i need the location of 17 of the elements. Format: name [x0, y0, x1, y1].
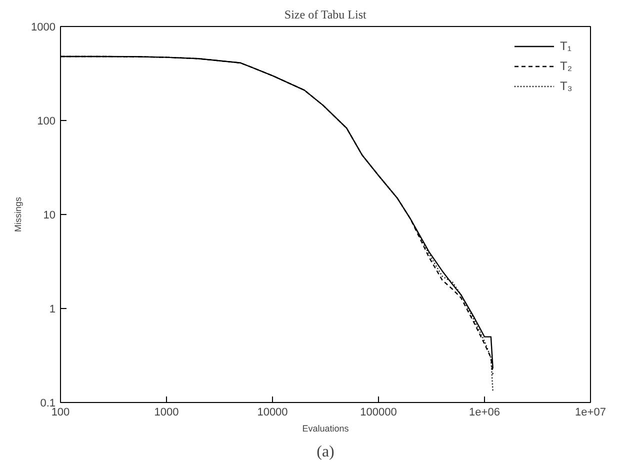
y-axis-title: Missings: [13, 196, 24, 232]
legend-label: T₁: [560, 39, 572, 53]
x-axis-title: Evaluations: [302, 424, 350, 434]
x-tick-label: 1000: [154, 406, 179, 418]
chart-title: Size of Tabu List: [284, 8, 368, 22]
x-tick-label: 100: [51, 406, 70, 418]
y-tick-label: 10: [43, 210, 56, 222]
legend-label: T₃: [560, 79, 574, 93]
legend-label: T₂: [560, 59, 573, 73]
x-tick-label: 1e+07: [575, 406, 606, 418]
x-tick-label: 100000: [360, 406, 397, 418]
x-tick-label: 1e+06: [469, 406, 500, 418]
y-tick-label: 100: [37, 116, 56, 128]
x-tick-label: 10000: [257, 406, 288, 418]
y-tick-label: 1000: [31, 22, 56, 34]
text: (a): [316, 444, 334, 460]
y-tick-label: 1: [49, 304, 56, 316]
